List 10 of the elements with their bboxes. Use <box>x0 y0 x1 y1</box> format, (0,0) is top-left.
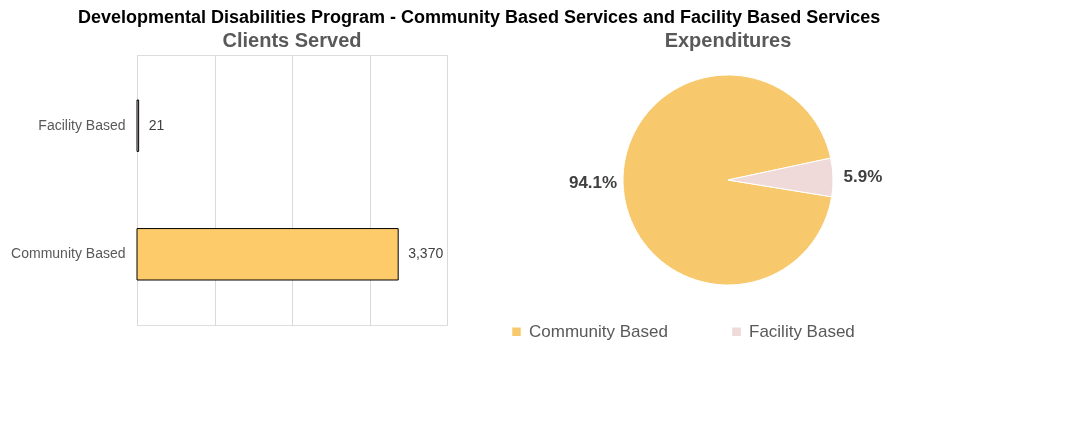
chart-title: Clients Served <box>222 29 362 51</box>
data-label: 21 <box>148 116 165 133</box>
data-label: 5.9% <box>843 166 883 186</box>
chart-title: Expenditures <box>664 29 792 51</box>
text: Developmental Disabilities Program - Community Based Services and Facility Based Services <box>77 6 881 27</box>
legend-label: Facility Based <box>749 321 855 341</box>
pie-slice <box>622 74 833 286</box>
legend-label: Community Based <box>529 321 668 341</box>
data-label: 3,370 <box>408 245 444 262</box>
data-label: 94.1% <box>568 173 618 193</box>
